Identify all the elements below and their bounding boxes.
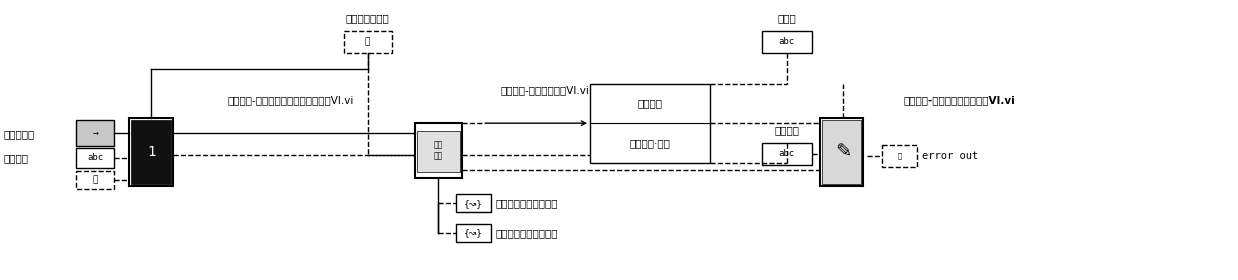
Bar xyxy=(761,31,812,53)
Text: {↝}: {↝} xyxy=(464,228,483,237)
Text: 1: 1 xyxy=(147,145,155,159)
Text: 操作员: 操作员 xyxy=(777,13,796,23)
Bar xyxy=(761,143,812,165)
Text: 程序编码: 程序编码 xyxy=(4,153,28,163)
Text: 🔢: 🔢 xyxy=(365,38,370,46)
Text: abc: abc xyxy=(87,153,103,162)
Bar xyxy=(457,224,491,242)
Text: 软件库路径: 软件库路径 xyxy=(4,129,35,139)
Bar xyxy=(822,120,862,184)
Bar xyxy=(344,31,391,53)
Bar xyxy=(416,123,462,178)
Bar xyxy=(457,194,491,212)
Text: 软件目标码信息: 软件目标码信息 xyxy=(345,13,390,23)
Bar xyxy=(417,131,461,172)
Bar xyxy=(820,118,863,186)
Bar xyxy=(77,120,114,146)
Text: ✎: ✎ xyxy=(836,143,852,161)
Bar xyxy=(131,120,171,184)
Text: 未完成拷贝的程序文件: 未完成拷贝的程序文件 xyxy=(495,198,558,208)
Text: 软件提取-软件提取信息记录子VI.vi: 软件提取-软件提取信息记录子VI.vi xyxy=(904,95,1015,105)
Text: →: → xyxy=(93,128,98,138)
Text: error out: error out xyxy=(922,151,978,161)
Text: abc: abc xyxy=(779,149,795,158)
Bar xyxy=(883,145,917,167)
Text: 🔢: 🔢 xyxy=(93,175,98,184)
Text: 插件图号: 插件图号 xyxy=(774,125,799,135)
Bar xyxy=(77,148,114,168)
Text: 软件提取-软件自动拷贝VI.vi: 软件提取-软件自动拷贝VI.vi xyxy=(500,85,589,95)
Text: 软件提取-查找软件对应目标码地址子VI.vi: 软件提取-查找软件对应目标码地址子VI.vi xyxy=(228,95,354,105)
Text: {↝}: {↝} xyxy=(464,199,483,208)
Text: 数据
路径: 数据 路径 xyxy=(433,141,443,160)
Text: 🔢: 🔢 xyxy=(898,153,903,159)
Bar xyxy=(77,171,114,188)
Text: 软件版本·归档: 软件版本·归档 xyxy=(629,138,670,148)
Text: abc: abc xyxy=(779,38,795,46)
Text: 已完成拷贝的程序文件: 已完成拷贝的程序文件 xyxy=(495,228,558,238)
Bar xyxy=(591,83,709,163)
Bar xyxy=(129,118,173,186)
Text: 软件编码: 软件编码 xyxy=(638,98,662,108)
